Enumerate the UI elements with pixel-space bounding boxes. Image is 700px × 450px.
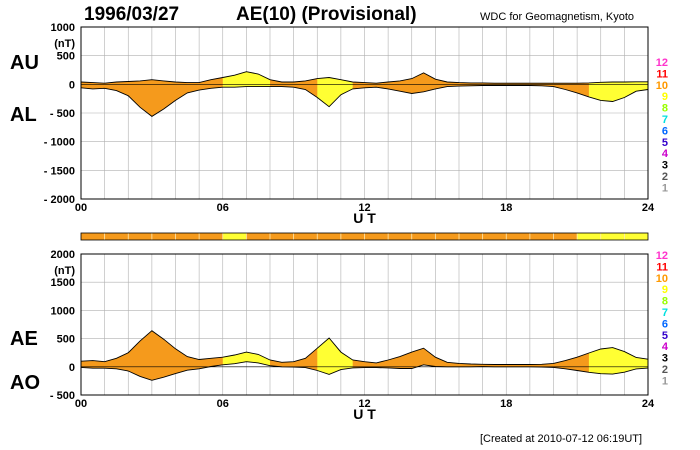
series-line-ao [80, 361, 649, 381]
series-area-highlight [222, 71, 270, 88]
x-tick-label: 06 [217, 202, 229, 214]
upper-label-ae: AE [10, 328, 38, 350]
series-area-highlight [588, 81, 648, 102]
lower-label-ao: AO [10, 372, 40, 394]
y-tick-label: - 1000 [44, 137, 75, 149]
y-tick-label: - 1500 [44, 165, 75, 177]
series-area-highlight [317, 77, 353, 107]
x-tick-label: 12 [358, 398, 370, 410]
y-unit-label: (nT) [54, 265, 75, 277]
scale-legend-label: 4 [662, 341, 669, 353]
y-tick-label: - 500 [50, 108, 75, 120]
scale-legend-label: 7 [662, 114, 668, 126]
y-tick-label: 1500 [51, 277, 75, 289]
series-line-al [80, 85, 649, 117]
y-tick-label: 500 [57, 51, 75, 63]
activity-band-segment [577, 233, 648, 240]
activity-band-frame [80, 232, 649, 241]
y-tick-label: 2000 [51, 249, 75, 261]
y-tick-label: 1000 [51, 22, 75, 34]
scale-legend-label: 6 [662, 125, 668, 137]
scale-legend-label: 3 [662, 353, 668, 365]
x-tick-label: 18 [500, 202, 512, 214]
scale-legend-label: 1 [662, 182, 668, 194]
x-tick-label: 06 [217, 398, 229, 410]
x-tick-label: 24 [642, 202, 655, 214]
scale-legend-label: 7 [662, 307, 668, 319]
scale-legend-label: 2 [662, 171, 668, 183]
series-line-ae [80, 330, 649, 365]
y-tick-label: 500 [57, 334, 75, 346]
scale-legend-label: 11 [656, 261, 668, 273]
created-timestamp: [Created at 2010-07-12 06:19UT] [480, 433, 643, 445]
series-area-fill [81, 71, 648, 117]
lower-label-al: AL [10, 104, 37, 126]
scale-legend-label: 3 [662, 160, 668, 172]
scale-legend-label: 10 [656, 273, 668, 285]
x-axis-label: U T [353, 210, 376, 226]
x-tick-label: 24 [642, 398, 655, 410]
activity-band-segment [222, 233, 247, 240]
scale-legend-label: 10 [656, 80, 668, 92]
y-unit-label: (nT) [54, 38, 75, 50]
plot-frame [80, 26, 649, 200]
upper-label-au: AU [10, 52, 39, 74]
y-tick-label: 0 [69, 79, 75, 91]
scale-legend-label: 12 [656, 250, 668, 262]
chart-title: AE(10) (Provisional) [236, 4, 417, 25]
series-area-highlight [317, 338, 353, 375]
scale-legend-label: 11 [656, 68, 668, 80]
scale-legend-label: 5 [662, 137, 668, 149]
y-tick-label: 0 [69, 362, 75, 374]
series-line-au [80, 71, 648, 84]
scale-legend-label: 4 [662, 148, 669, 160]
series-area-highlight [588, 347, 648, 375]
scale-legend-label: 6 [662, 318, 668, 330]
scale-legend-label: 12 [656, 57, 668, 69]
scale-legend-label: 8 [662, 296, 668, 308]
scale-legend-label: 5 [662, 330, 668, 342]
y-tick-label: - 2000 [44, 194, 75, 206]
y-tick-label: 1000 [51, 305, 75, 317]
scale-legend-label: 9 [662, 284, 668, 296]
series-area-highlight [222, 352, 270, 366]
source-credit: WDC for Geomagnetism, Kyoto [480, 11, 635, 23]
x-tick-label: 12 [358, 202, 370, 214]
scale-legend-label: 9 [662, 91, 668, 103]
x-axis-label: U T [353, 406, 376, 422]
x-tick-label: 18 [500, 398, 512, 410]
chart-date: 1996/03/27 [84, 4, 180, 25]
y-tick-label: - 500 [50, 390, 75, 402]
plot-frame [80, 253, 649, 396]
x-tick-label: 00 [75, 398, 87, 410]
scale-legend-label: 2 [662, 364, 668, 376]
x-tick-label: 00 [75, 202, 87, 214]
scale-legend-label: 8 [662, 103, 668, 115]
scale-legend-label: 1 [662, 375, 668, 387]
